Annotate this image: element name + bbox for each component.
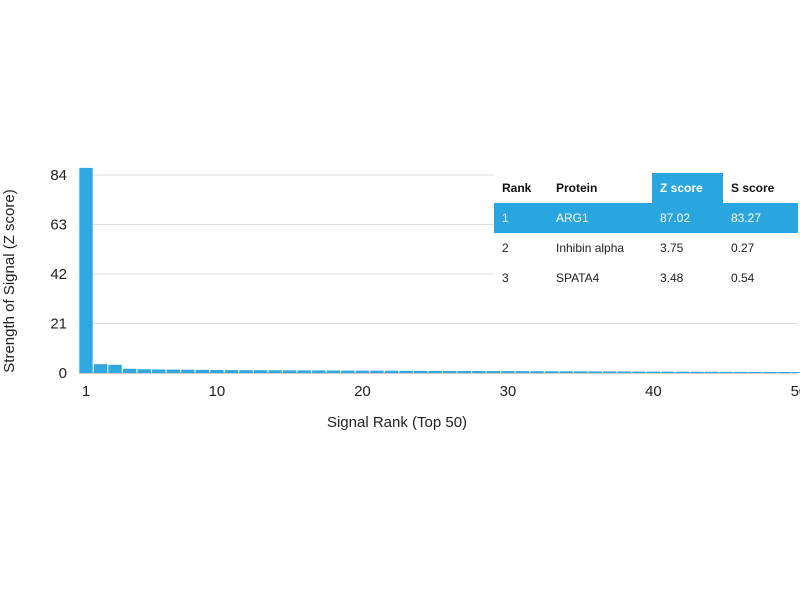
bar-rank-36 (588, 371, 602, 373)
bar-rank-12 (239, 370, 253, 373)
bar-rank-48 (763, 371, 777, 373)
bar-rank-24 (413, 370, 428, 373)
cell-rank: 2 (502, 241, 509, 255)
bar-rank-3 (108, 364, 122, 373)
bar-rank-16 (297, 370, 311, 373)
header-rank: Rank (502, 181, 532, 195)
bars (79, 167, 800, 373)
cell-s-score: 0.27 (731, 241, 755, 255)
bar-rank-35 (574, 371, 588, 373)
bar-rank-7 (166, 369, 180, 373)
cell-z-score: 3.48 (660, 271, 684, 285)
bar-rank-5 (137, 369, 151, 373)
x-tick-label: 10 (209, 383, 226, 400)
bar-rank-43 (690, 371, 704, 373)
bar-rank-20 (355, 370, 370, 373)
x-tick-label: 30 (500, 383, 517, 400)
y-tick-label: 63 (50, 217, 67, 234)
bar-rank-37 (603, 371, 617, 373)
bar-rank-15 (283, 370, 297, 373)
header-s-score: S score (731, 181, 775, 195)
bar-rank-42 (675, 371, 690, 373)
bar-rank-49 (777, 372, 792, 373)
bar-rank-22 (384, 370, 399, 373)
bar-rank-13 (253, 370, 268, 373)
bar-rank-27 (457, 370, 471, 373)
cell-s-score: 83.27 (723, 203, 798, 233)
bar-rank-17 (312, 370, 326, 373)
x-tick-label: 1 (82, 383, 90, 400)
header-protein: Protein (556, 181, 598, 195)
header-z-score: Z score (652, 173, 723, 203)
bar-rank-32 (530, 371, 544, 373)
x-tick-label: 50 (791, 383, 800, 400)
table-header-row: Rank Protein Z score S score (494, 173, 798, 203)
x-tick-label: 40 (645, 383, 662, 400)
bar-rank-8 (181, 369, 195, 373)
x-tick-label: 20 (354, 383, 371, 400)
bar-rank-31 (515, 371, 530, 373)
bar-rank-14 (268, 370, 282, 373)
y-tick-label: 0 (59, 365, 67, 382)
tick-labels: 02142638411020304050 (50, 167, 800, 400)
bar-rank-1 (79, 167, 93, 373)
bar-rank-23 (399, 370, 413, 373)
bar-rank-46 (734, 371, 748, 373)
cell-z-score: 3.75 (660, 241, 684, 255)
bar-rank-45 (719, 371, 733, 373)
cell-protein: ARG1 (548, 203, 652, 233)
bar-rank-9 (195, 369, 210, 373)
bar-rank-28 (472, 371, 486, 373)
score-table: Rank Protein Z score S score 1 ARG1 87.0… (494, 173, 798, 293)
bar-rank-18 (326, 370, 341, 373)
bar-rank-33 (544, 371, 559, 373)
cell-rank: 1 (494, 203, 548, 233)
bar-rank-25 (428, 370, 442, 373)
table-row: 3 SPATA4 3.48 0.54 (494, 263, 798, 293)
cell-rank: 3 (502, 271, 509, 285)
bar-rank-2 (93, 364, 108, 373)
bar-rank-11 (224, 370, 239, 373)
cell-protein: SPATA4 (556, 271, 600, 285)
table-row: 2 Inhibin alpha 3.75 0.27 (494, 233, 798, 263)
y-axis-title: Strength of Signal (Z score) (1, 189, 18, 372)
bar-rank-19 (341, 370, 355, 373)
bar-rank-26 (443, 370, 457, 373)
bar-rank-21 (370, 370, 384, 373)
cell-protein: Inhibin alpha (556, 241, 625, 255)
y-tick-label: 84 (50, 167, 67, 184)
bar-rank-29 (486, 371, 501, 373)
x-axis-title: Signal Rank (Top 50) (327, 414, 467, 431)
bar-rank-50 (792, 372, 800, 373)
bar-rank-40 (646, 371, 661, 373)
bar-rank-38 (617, 371, 632, 373)
bar-rank-47 (748, 371, 762, 373)
cell-s-score: 0.54 (731, 271, 755, 285)
bar-rank-4 (122, 368, 137, 373)
y-tick-label: 21 (50, 316, 67, 333)
bar-rank-30 (501, 371, 515, 373)
table-row: 1 ARG1 87.02 83.27 (494, 203, 798, 233)
y-tick-label: 42 (50, 266, 67, 283)
bar-rank-34 (559, 371, 573, 373)
bar-rank-44 (704, 371, 719, 373)
cell-z-score: 87.02 (652, 203, 723, 233)
bar-rank-6 (152, 369, 166, 373)
bar-rank-10 (210, 369, 224, 373)
bar-rank-41 (661, 371, 675, 373)
bar-rank-39 (632, 371, 646, 373)
